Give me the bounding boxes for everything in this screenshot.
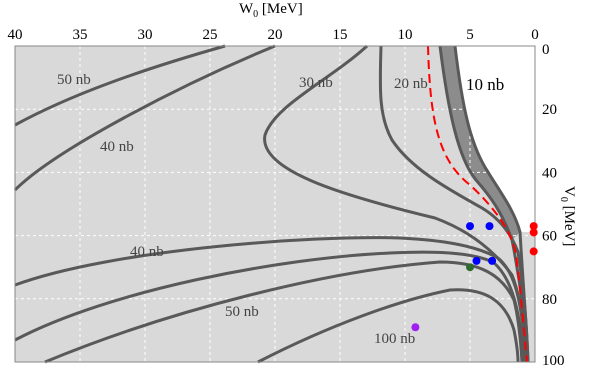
contour-label: 30 nb <box>299 75 333 91</box>
contour-labels: 50 nb 40 nb 30 nb 20 nb 10 nb 40 nb 50 n… <box>57 72 504 347</box>
y-tick-label: 20 <box>542 102 557 118</box>
contour-label: 50 nb <box>225 304 259 320</box>
contour-bottom-2 <box>257 288 520 364</box>
x-tick-label: 35 <box>73 27 88 43</box>
y-tick-label: 80 <box>542 292 557 308</box>
y-axis-ticks: 0 20 40 60 80 100 <box>542 42 565 369</box>
data-point <box>466 222 474 231</box>
contour-label: 40 nb <box>100 139 134 155</box>
x-tick-label: 5 <box>466 27 474 43</box>
data-point <box>411 323 420 332</box>
plot-frame <box>14 45 536 363</box>
data-point <box>485 222 494 231</box>
y-tick-label: 0 <box>542 42 550 58</box>
data-point <box>529 228 538 237</box>
contour-lines <box>13 44 530 364</box>
grid-lines <box>15 46 535 362</box>
x-tick-label: 15 <box>333 27 348 43</box>
data-point <box>488 256 497 265</box>
data-point <box>466 263 474 272</box>
x-tick-label: 0 <box>531 27 539 43</box>
y-axis-title: V0 [MeV] <box>558 186 577 246</box>
contour-50nb-top <box>14 44 226 127</box>
contour-10nb-outer <box>438 45 530 363</box>
x-axis-ticks: 40 35 30 25 20 15 10 5 0 <box>8 27 539 43</box>
y-tick-label: 100 <box>542 353 565 369</box>
x-axis-title: W0 [MeV] <box>239 1 303 20</box>
x-tick-label: 20 <box>268 27 283 43</box>
x-tick-label: 10 <box>398 27 413 43</box>
contour-label: 40 nb <box>130 244 164 260</box>
contour-bottom-1 <box>44 260 524 364</box>
contour-label: 50 nb <box>57 72 91 88</box>
contour-40nb-top <box>13 44 276 192</box>
contour-10nb-inner <box>453 45 530 363</box>
data-point <box>529 247 538 256</box>
data-point <box>472 256 481 265</box>
x-tick-label: 40 <box>8 27 23 43</box>
contour-label: 10 nb <box>466 75 504 94</box>
data-points <box>411 222 538 332</box>
x-tick-label: 30 <box>138 27 153 43</box>
y-tick-label: 40 <box>542 165 557 181</box>
y-tick-label: 60 <box>542 229 557 245</box>
reference-curve <box>427 45 528 363</box>
contour-40nb-mid <box>14 236 528 363</box>
data-point <box>529 222 538 231</box>
contour-label: 20 nb <box>394 76 428 92</box>
x-tick-label: 25 <box>203 27 218 43</box>
contour-label: 100 nb <box>374 331 415 347</box>
allowed-region <box>455 46 535 232</box>
contour-50nb-mid <box>14 250 526 363</box>
